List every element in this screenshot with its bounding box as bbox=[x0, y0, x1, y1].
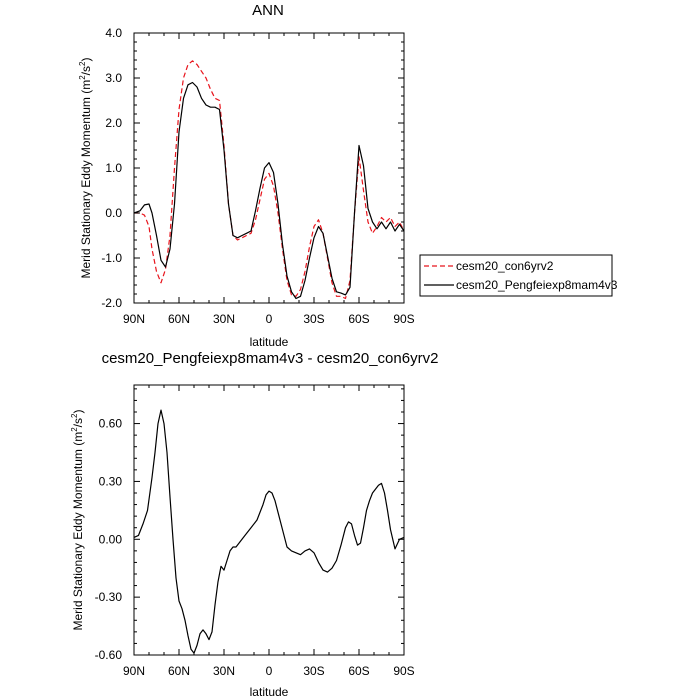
top-panel-ylabel-end: ) bbox=[79, 58, 93, 62]
top-panel-ytick-label: -2.0 bbox=[101, 296, 122, 310]
top-panel-series-cesm20-pengfeiexp8mam4v3 bbox=[133, 81, 405, 300]
top-panel-xtick-label: 90N bbox=[123, 312, 145, 326]
bottom-panel-ytick-label: 0.60 bbox=[99, 417, 123, 431]
bottom-panel-ytick-label: 0.30 bbox=[99, 474, 123, 488]
top-panel-title: ANN bbox=[252, 2, 284, 19]
top-panel-ylabel: Merid Stationary Eddy Momentum (m2/s2) bbox=[78, 58, 93, 279]
legend-box bbox=[419, 254, 613, 297]
bottom-panel-xtick-label: 90N bbox=[123, 664, 145, 678]
top-panel-ytick-label: 4.0 bbox=[105, 26, 122, 40]
top-panel-ytick-label: 2.0 bbox=[105, 116, 122, 130]
top-panel-ytick-label: 3.0 bbox=[105, 71, 122, 85]
bottom-panel-ytick-label: -0.30 bbox=[95, 590, 123, 604]
top-panel: ANN 90N 60N 30N 0 30S 60S 90S -2.0 -1.0 0.0 1.0 2.0… bbox=[78, 2, 618, 349]
bottom-panel-xtick-label: 30S bbox=[303, 664, 324, 678]
top-panel-ylabel-sup2: 2 bbox=[78, 61, 87, 66]
top-panel-ytick-label: 0.0 bbox=[105, 206, 122, 220]
bottom-panel-series bbox=[133, 409, 405, 654]
top-panel-ylabel-mid: /s bbox=[79, 66, 93, 75]
top-panel-ylabel-sup1: 2 bbox=[78, 75, 87, 80]
bottom-panel-ylabel-sup1: 2 bbox=[70, 427, 79, 432]
top-panel-xtick-label: 60S bbox=[348, 312, 369, 326]
bottom-panel-series-difference bbox=[133, 409, 405, 654]
top-panel-xtick-label: 0 bbox=[266, 312, 273, 326]
bottom-panel-xtick-label: 60S bbox=[348, 664, 369, 678]
bottom-panel-ylabel-end: ) bbox=[71, 410, 85, 414]
legend: cesm20_con6yrv2 cesm20_Pengfeiexp8mam4v3 bbox=[419, 254, 618, 297]
bottom-panel-xtick-label: 90S bbox=[393, 664, 414, 678]
legend-label-pengfei: cesm20_Pengfeiexp8mam4v3 bbox=[456, 278, 618, 292]
bottom-panel-xlabel: latitude bbox=[250, 685, 289, 699]
bottom-panel-title: cesm20_Pengfeiexp8mam4v3 - cesm20_con6yr… bbox=[102, 350, 439, 367]
top-panel-xtick-label: 90S bbox=[393, 312, 414, 326]
bottom-panel-xtick-label: 0 bbox=[266, 664, 273, 678]
bottom-panel-ylabel: Merid Stationary Eddy Momentum (m2/s2) bbox=[70, 410, 85, 631]
top-panel-series bbox=[133, 60, 405, 300]
bottom-panel-ytick-label: 0.00 bbox=[99, 532, 123, 546]
top-panel-ytick-label: -1.0 bbox=[101, 251, 122, 265]
top-panel-ytick-label: 1.0 bbox=[105, 161, 122, 175]
bottom-panel-xtick-label: 30N bbox=[213, 664, 235, 678]
bottom-panel-ylabel-sup2: 2 bbox=[70, 413, 79, 418]
top-panel-xtick-label: 60N bbox=[168, 312, 190, 326]
bottom-panel-ylabel-main: Merid Stationary Eddy Momentum (m bbox=[71, 432, 85, 631]
legend-label-con6yrv2: cesm20_con6yrv2 bbox=[456, 259, 554, 273]
bottom-panel-frame bbox=[133, 384, 405, 656]
bottom-panel-ticks: 90N 60N 30N 0 30S 60S 90S -0.60 -0.30 0.00 0.30 0.6… bbox=[95, 385, 415, 678]
bottom-panel-ytick-label: -0.60 bbox=[95, 648, 123, 662]
top-panel-ticks: 90N 60N 30N 0 30S 60S 90S -2.0 -1.0 0.0 1.0 2.0 3.0 4… bbox=[101, 26, 414, 326]
bottom-panel-xtick-label: 60N bbox=[168, 664, 190, 678]
top-panel-ylabel-main: Merid Stationary Eddy Momentum (m bbox=[79, 80, 93, 279]
top-panel-xlabel: latitude bbox=[250, 335, 289, 349]
bottom-panel-ylabel-mid: /s bbox=[71, 418, 85, 427]
top-panel-xtick-label: 30N bbox=[213, 312, 235, 326]
top-panel-series-cesm20-con6yrv2 bbox=[134, 60, 405, 300]
bottom-panel: cesm20_Pengfeiexp8mam4v3 - cesm20_con6yr… bbox=[70, 350, 438, 699]
top-panel-xtick-label: 30S bbox=[303, 312, 324, 326]
